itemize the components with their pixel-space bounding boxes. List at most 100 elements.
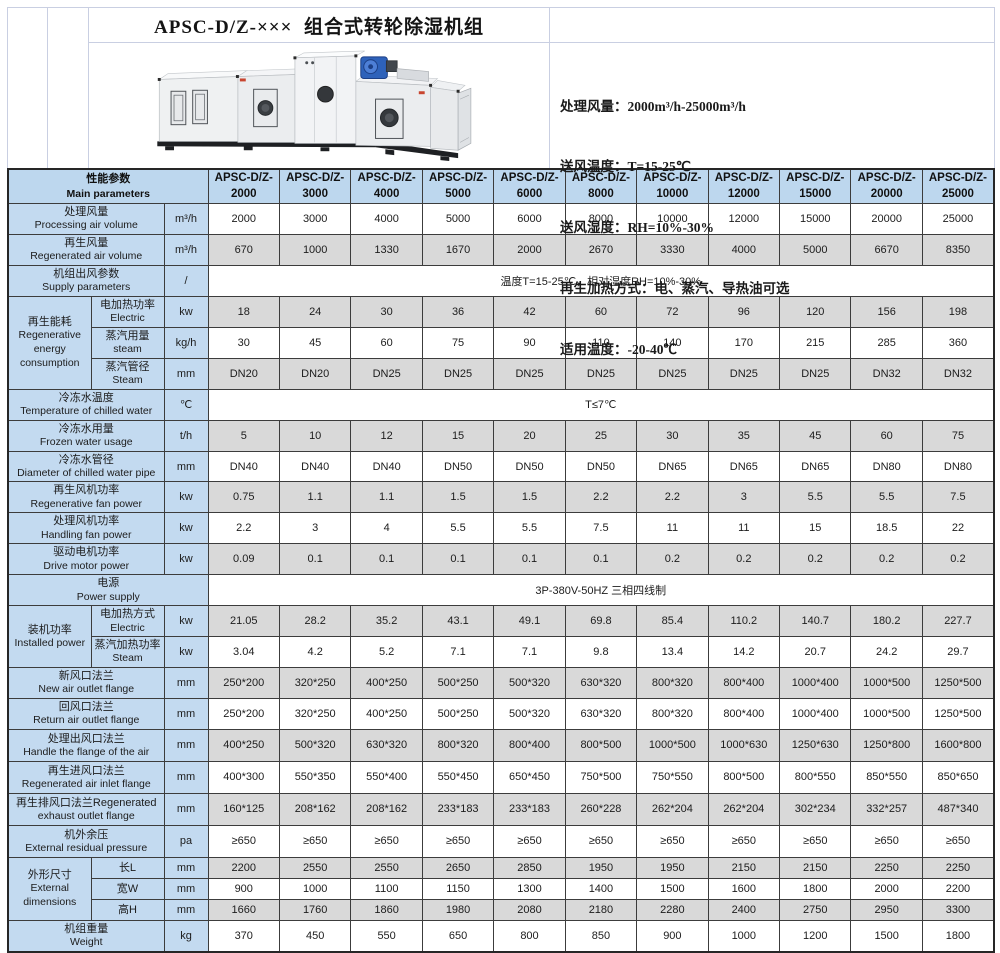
value-cell: ≥650 [493, 824, 566, 858]
value-cell: 12000 [707, 203, 781, 235]
value-cell: 1860 [350, 898, 423, 921]
span-value-cell: 3P-380V-50HZ 三相四线制 [207, 574, 995, 607]
row-label-cell: 机组重量 Weight [7, 919, 165, 953]
header-model-cell: APSC-D/Z- 2000 [207, 168, 280, 205]
value-cell: 670 [207, 233, 280, 266]
value-cell: 1300 [493, 877, 566, 900]
value-cell: DN40 [207, 450, 280, 483]
value-cell: 1150 [421, 877, 495, 900]
unit-cell: kw [163, 481, 209, 514]
spec-line: 送风温度：T=15-25℃ [560, 159, 691, 175]
unit-cell: kw [163, 512, 209, 545]
unit-cell: kw [163, 543, 209, 576]
value-cell: 4 [350, 512, 423, 545]
row-label-cell: 驱动电机功率 Drive motor power [7, 543, 165, 576]
value-cell: 1000*630 [707, 728, 781, 762]
value-cell: 35 [707, 419, 781, 452]
spec-line: 适用温度：-20-40℃ [560, 341, 677, 357]
value-cell: 0.1 [421, 543, 495, 576]
value-cell: 11 [636, 512, 709, 545]
value-cell: 3000 [278, 203, 352, 235]
value-cell: 1800 [779, 877, 852, 900]
table-row: 装机功率 Installed power 电加热方式 Electric kw 21.05 2… [7, 605, 995, 669]
value-cell: 96 [707, 295, 781, 328]
value-cell: 900 [207, 877, 280, 900]
value-cell: 1.5 [493, 481, 566, 514]
value-cell: 120 [779, 295, 852, 328]
value-cell: 2550 [278, 856, 352, 879]
value-cell: DN25 [421, 357, 495, 390]
row-label-cell: 蒸汽管径 Steam [90, 357, 165, 390]
value-cell: 208*162 [350, 792, 423, 826]
value-cell: 0.2 [921, 543, 995, 576]
table-row: 冷冻水管径 Diameter of chilled water pipe mm DN4… [7, 450, 995, 483]
value-cell: 4.2 [278, 636, 352, 669]
row-label-cell: 电源 Power supply [7, 574, 209, 607]
value-cell: 400*300 [207, 760, 280, 794]
value-cell: 208*162 [278, 792, 352, 826]
table-row: 处理风量 Processing air volume m³/h 2000 3000 400… [7, 203, 995, 235]
value-cell: ≥650 [707, 824, 781, 858]
value-cell: 400*250 [207, 728, 280, 762]
value-cell: 198 [921, 295, 995, 328]
value-cell: 5.5 [493, 512, 566, 545]
unit-cell: mm [163, 450, 209, 483]
value-cell: 500*250 [421, 667, 495, 700]
value-cell: 550*450 [421, 760, 495, 794]
table-row: 冷冻水用量 Frozen water usage t/h 5 10 12 15 20 25 30 3… [7, 419, 995, 452]
value-cell: 1250*500 [921, 667, 995, 700]
unit-cell: kg/h [163, 326, 209, 359]
spec-line: 处理风量：2000m³/h-25000m³/h [560, 98, 746, 114]
spec-table: 性能参数 Main parameters APSC-D/Z- 2000 APSC-D/Z… [7, 168, 995, 953]
value-cell: DN40 [350, 450, 423, 483]
value-cell: 370 [207, 919, 280, 953]
value-cell: 1950 [564, 856, 638, 879]
value-cell: 1100 [350, 877, 423, 900]
value-cell: 5.2 [350, 636, 423, 669]
value-cell: 60 [850, 419, 923, 452]
value-cell: 2000 [493, 233, 566, 266]
value-cell: 1000*500 [636, 728, 709, 762]
value-cell: 285 [850, 326, 923, 359]
row-label-cell: 再生风机功率 Regenerative fan power [7, 481, 165, 514]
header-model-cell: APSC-D/Z- 12000 [707, 168, 781, 205]
value-cell: 0.2 [636, 543, 709, 576]
value-cell: 800 [493, 919, 566, 953]
unit-cell: pa [163, 824, 209, 858]
value-cell: 1000*400 [779, 667, 852, 700]
row-label-cell: 宽W [90, 877, 165, 900]
left-gutter-cell-2 [48, 8, 89, 168]
value-cell: 800*550 [779, 760, 852, 794]
value-cell: 233*183 [421, 792, 495, 826]
value-cell: ≥650 [350, 824, 423, 858]
value-cell: DN20 [207, 357, 280, 390]
value-cell: 20000 [850, 203, 923, 235]
unit-cell: t/h [163, 419, 209, 452]
row-label-cell: 冷冻水管径 Diameter of chilled water pipe [7, 450, 165, 483]
top-main: APSC-D/Z-××× 组合式转轮除湿机组 [89, 8, 994, 357]
header-model-cell: APSC-D/Z- 5000 [421, 168, 495, 205]
value-cell: 5000 [779, 233, 852, 266]
table-header-row: 性能参数 Main parameters APSC-D/Z- 2000 APSC-D/Z… [7, 168, 995, 205]
value-cell: 49.1 [493, 605, 566, 638]
value-cell: 180.2 [850, 605, 923, 638]
header-model-cell: APSC-D/Z- 3000 [278, 168, 352, 205]
value-cell: 6000 [493, 203, 566, 235]
value-cell: 0.1 [350, 543, 423, 576]
value-cell: 1980 [421, 898, 495, 921]
value-cell: 2150 [707, 856, 781, 879]
value-cell: 262*204 [707, 792, 781, 826]
value-cell: DN65 [636, 450, 709, 483]
table-row: 再生进风口法兰 Regenerated air inlet flange mm 400… [7, 760, 995, 794]
value-cell: DN65 [707, 450, 781, 483]
value-cell: 1000*400 [779, 698, 852, 730]
value-cell: ≥650 [636, 824, 709, 858]
header-model-cell: APSC-D/Z- 8000 [564, 168, 638, 205]
value-cell: 3.04 [207, 636, 280, 669]
table-row: 再生排风口法兰Regenerated exhaust outlet flange m… [7, 792, 995, 826]
value-cell: 2200 [207, 856, 280, 879]
value-cell: DN32 [921, 357, 995, 390]
value-cell: 2200 [921, 877, 995, 900]
title-side-cell [550, 8, 994, 43]
row-label-cell: 处理风量 Processing air volume [7, 203, 165, 235]
